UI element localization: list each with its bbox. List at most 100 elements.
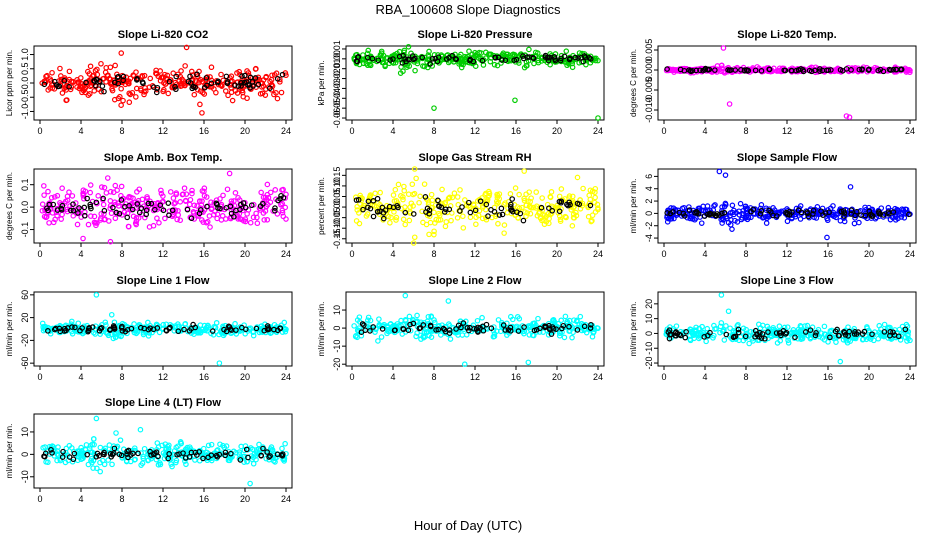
data-point [498, 205, 505, 212]
data-point [106, 327, 113, 333]
data-point [462, 197, 468, 203]
data-point [514, 204, 521, 210]
data-point [267, 199, 274, 205]
data-point [867, 211, 874, 218]
data-point [863, 336, 870, 343]
data-point [422, 194, 429, 200]
outlier-point [521, 168, 528, 174]
data-point [376, 322, 383, 329]
data-point [401, 183, 407, 190]
data-series-black [358, 320, 594, 337]
data-point [265, 194, 272, 201]
data-point [147, 325, 154, 331]
data-point [91, 213, 98, 220]
data-point [686, 207, 693, 213]
data-point [478, 50, 484, 56]
data-point [594, 325, 600, 331]
data-point [108, 454, 115, 460]
data-point [201, 84, 208, 91]
data-point [54, 192, 61, 199]
data-point [196, 449, 202, 455]
data-point [881, 329, 888, 335]
y-tick-label: -0.06 [332, 108, 342, 129]
data-point [62, 449, 69, 456]
y-tick-label: 2 [644, 199, 654, 204]
data-point [704, 325, 711, 332]
data-point [906, 66, 912, 73]
data-point [470, 58, 477, 65]
data-point [282, 440, 288, 447]
data-point [488, 325, 495, 332]
data-point [810, 211, 816, 217]
y-axis-label: ml/min per min. [629, 302, 638, 357]
data-point [390, 192, 397, 198]
data-point [79, 325, 85, 331]
data-point [832, 328, 839, 335]
data-point [410, 320, 417, 327]
data-point [460, 225, 467, 231]
data-point [124, 214, 131, 221]
data-point [726, 67, 733, 74]
data-point [222, 452, 228, 459]
data-point [117, 93, 123, 100]
y-tick-label: 0.05 [332, 188, 342, 206]
data-point [865, 67, 872, 73]
data-point [50, 201, 57, 208]
data-point [370, 324, 376, 330]
data-point [539, 217, 545, 224]
data-point [277, 195, 283, 202]
data-point [181, 326, 187, 333]
panel-10: Slope Line 4 (LT) Flow 0 4 8 12 16 20 24 -10 0 10 m… [5, 397, 293, 504]
x-tick-label: 16 [199, 372, 209, 382]
x-tick-label: 12 [782, 249, 792, 259]
data-series-colored [40, 415, 289, 487]
data-point [103, 322, 109, 328]
data-point [898, 214, 905, 220]
data-point [721, 337, 728, 343]
data-point [108, 210, 115, 217]
data-point [283, 72, 289, 79]
data-point [536, 210, 542, 216]
data-point [206, 213, 213, 219]
data-point [263, 73, 270, 80]
data-point [495, 220, 501, 227]
data-point [560, 322, 567, 329]
data-point [414, 312, 420, 319]
data-point [218, 71, 224, 78]
data-point [494, 200, 500, 207]
data-point [93, 222, 99, 229]
data-point [588, 321, 594, 328]
data-point [538, 204, 545, 211]
y-tick-label: -20 [332, 358, 342, 371]
data-point [133, 94, 139, 100]
data-point [410, 211, 417, 217]
data-point [413, 175, 419, 182]
data-point [546, 205, 552, 211]
data-point [376, 316, 382, 322]
data-point [375, 338, 381, 344]
data-point [209, 328, 216, 334]
outlier-point [720, 45, 727, 51]
data-point [220, 192, 226, 199]
data-point [567, 201, 573, 208]
data-point [90, 436, 97, 442]
data-point [280, 186, 286, 193]
data-point [156, 329, 163, 336]
data-point [472, 207, 479, 214]
data-point [91, 441, 97, 448]
data-point [244, 68, 250, 74]
data-point [587, 196, 594, 203]
data-point [417, 332, 424, 339]
outlier-point [108, 311, 115, 318]
y-tick-label: -0.02 [332, 68, 342, 89]
data-point [133, 214, 140, 221]
data-point [429, 56, 436, 62]
data-point [247, 219, 254, 226]
data-point [545, 54, 552, 61]
data-point [581, 323, 588, 330]
data-point [238, 80, 245, 86]
data-point [454, 329, 460, 336]
data-point [551, 54, 558, 60]
data-point [99, 83, 106, 89]
x-tick-label: 20 [240, 126, 250, 136]
